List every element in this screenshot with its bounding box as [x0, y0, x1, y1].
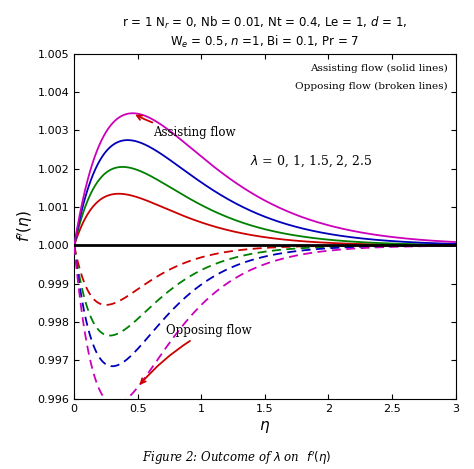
Text: $\lambda$ = 0, 1, 1.5, 2, 2.5: $\lambda$ = 0, 1, 1.5, 2, 2.5: [250, 154, 373, 169]
Y-axis label: $f^{\prime}(\eta)$: $f^{\prime}(\eta)$: [15, 210, 35, 242]
Text: Opposing flow: Opposing flow: [141, 324, 251, 384]
X-axis label: $\eta$: $\eta$: [259, 419, 271, 435]
Text: Figure 2: Outcome of $\lambda$ on  $f^{\prime}(\eta)$: Figure 2: Outcome of $\lambda$ on $f^{\p…: [142, 449, 332, 467]
Text: Assisting flow (solid lines): Assisting flow (solid lines): [310, 64, 448, 73]
Title: r = 1 N$_r$ = 0, Nb = 0.01, Nt = 0.4, Le = 1, $d$ = 1,
W$_e$ = 0.5, $n$ =1, Bi =: r = 1 N$_r$ = 0, Nb = 0.01, Nt = 0.4, Le…: [122, 15, 408, 50]
Text: Opposing flow (broken lines): Opposing flow (broken lines): [295, 82, 448, 91]
Text: Assisting flow: Assisting flow: [137, 115, 236, 139]
